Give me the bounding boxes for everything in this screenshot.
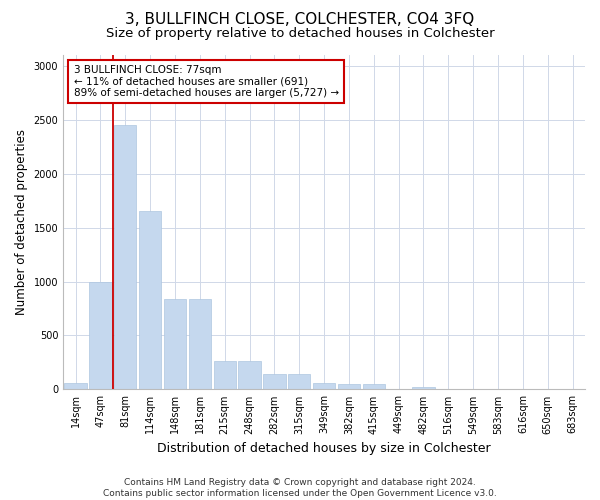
Bar [338, 384, 360, 390]
Text: Contains HM Land Registry data © Crown copyright and database right 2024.
Contai: Contains HM Land Registry data © Crown c… [103, 478, 497, 498]
X-axis label: Distribution of detached houses by size in Colchester: Distribution of detached houses by size … [157, 442, 491, 455]
Text: 3, BULLFINCH CLOSE, COLCHESTER, CO4 3FQ: 3, BULLFINCH CLOSE, COLCHESTER, CO4 3FQ [125, 12, 475, 28]
Bar [437, 389, 460, 390]
Bar [64, 383, 87, 390]
Bar [288, 374, 310, 390]
Bar [188, 299, 211, 390]
Bar [313, 383, 335, 390]
Bar [114, 125, 136, 390]
Text: 3 BULLFINCH CLOSE: 77sqm
← 11% of detached houses are smaller (691)
89% of semi-: 3 BULLFINCH CLOSE: 77sqm ← 11% of detach… [74, 65, 339, 98]
Text: Size of property relative to detached houses in Colchester: Size of property relative to detached ho… [106, 28, 494, 40]
Y-axis label: Number of detached properties: Number of detached properties [15, 129, 28, 315]
Bar [139, 212, 161, 390]
Bar [238, 362, 261, 390]
Bar [89, 282, 112, 390]
Bar [164, 299, 186, 390]
Bar [412, 386, 434, 390]
Bar [362, 384, 385, 390]
Bar [388, 389, 410, 390]
Bar [263, 374, 286, 390]
Bar [214, 362, 236, 390]
